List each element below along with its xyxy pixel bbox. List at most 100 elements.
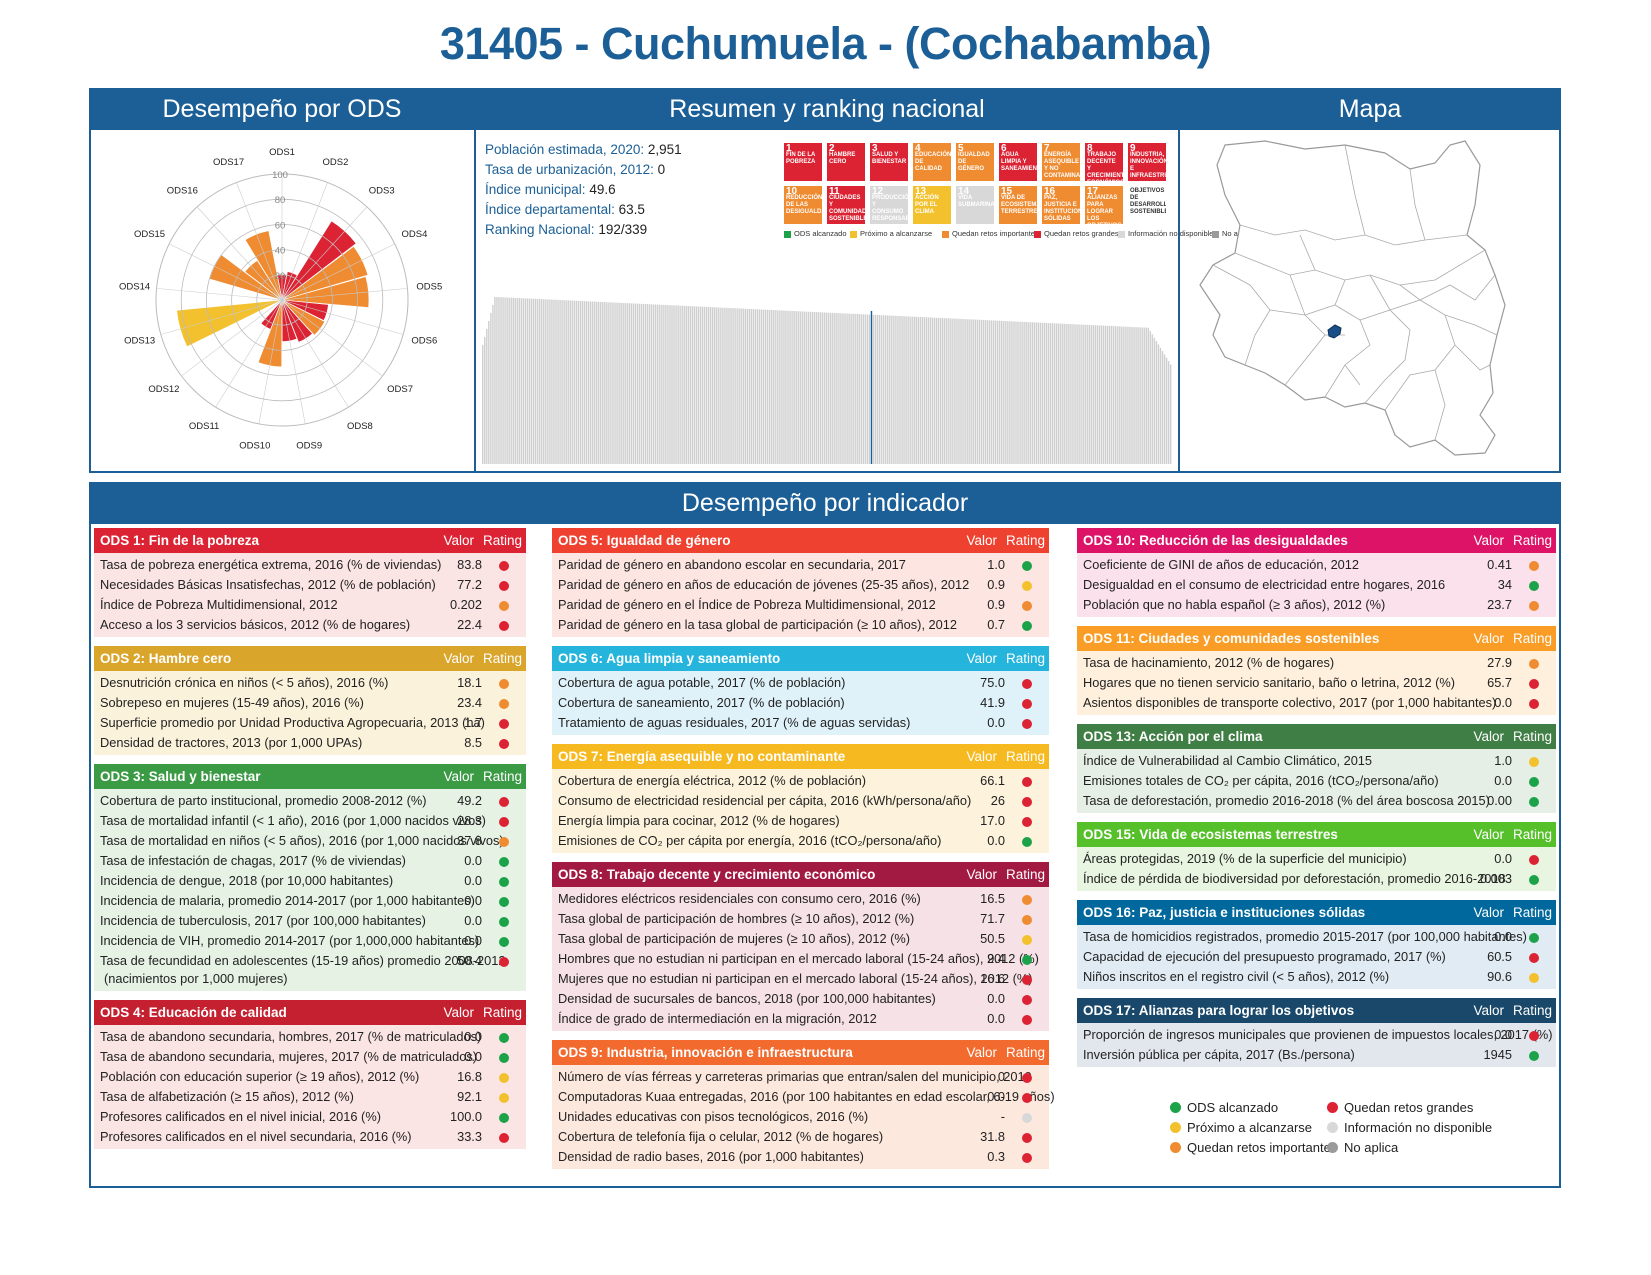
indicator-label: Tasa de homicidios registrados, promedio…	[1083, 929, 1527, 944]
ranking-bar	[557, 299, 559, 464]
ranking-bar	[832, 312, 834, 464]
indicator-value: 8.5	[464, 735, 482, 750]
ranking-bar	[1157, 344, 1160, 464]
indicator-label: Incidencia de tuberculosis, 2017 (por 10…	[100, 913, 426, 928]
ranking-bar	[848, 313, 850, 464]
ranking-bar	[718, 307, 720, 464]
ranking-bar	[758, 309, 761, 464]
ranking-bar	[1021, 321, 1023, 464]
ranking-bar	[919, 316, 922, 464]
indicator-value: 1.0	[987, 557, 1005, 572]
orange-dot-icon	[499, 679, 509, 689]
indicator-value: 33.3	[457, 1129, 482, 1144]
legend-item: Información no disponible	[1327, 1120, 1492, 1135]
indicator-label: Densidad de sucursales de bancos, 2018 (…	[558, 991, 936, 1006]
ods-polar-chart: 20 40 60 80 100 ODS1 ODS2 ODS3 ODS4 ODS5 ODS6 ODS7 O…	[119, 147, 442, 451]
table-row: Tasa de fecundidad en adolescentes (15-1…	[94, 951, 526, 989]
ranking-bar	[917, 316, 919, 464]
grid-spoke	[281, 182, 328, 301]
table-row: Desnutrición crónica en niños (< 5 años)…	[94, 673, 526, 693]
ranking-bar	[887, 315, 889, 464]
ranking-bar	[665, 304, 667, 464]
indicator-label: Paridad de género en el Índice de Pobrez…	[558, 597, 936, 612]
table-row: Tasa global de participación de hombres …	[552, 909, 1049, 929]
green-dot-icon	[1022, 561, 1032, 571]
ranking-bar	[508, 297, 510, 464]
ranking-bar	[935, 317, 938, 464]
red-dot-icon	[499, 817, 509, 827]
indicator-table: ODS 7: Energía asequible y no contaminan…	[552, 744, 1049, 853]
table-row: Tasa de mortalidad en niños (< 5 años), …	[94, 831, 526, 851]
ranking-bar	[819, 312, 822, 464]
ranking-bar	[771, 309, 773, 464]
table-row: Índice de Pobreza Multidimensional, 2012…	[94, 595, 526, 615]
sdg-icon-4: 4 EDUCACIÓN DE CALIDAD	[913, 143, 951, 181]
table-row: Tasa de abandono secundaria, mujeres, 20…	[94, 1047, 526, 1067]
departmental-index-value: 63.5	[618, 202, 645, 217]
table-row: Cobertura de agua potable, 2017 (% de po…	[552, 673, 1049, 693]
col-rating: Rating	[1005, 533, 1045, 548]
ranking-bar	[506, 297, 508, 464]
category-label: ODS1	[269, 147, 295, 158]
indicator-label: Cobertura de agua potable, 2017 (% de po…	[558, 675, 846, 690]
ranking-bar	[866, 314, 869, 464]
table-title: ODS 2: Hambre cero	[100, 651, 232, 666]
table-header: ODS 6: Agua limpia y saneamiento Valor Rat…	[552, 646, 1049, 671]
indicator-label: Paridad de género en la tasa global de p…	[558, 617, 958, 632]
indicator-value: 0.202	[449, 597, 482, 612]
ranking-bar	[1161, 351, 1164, 464]
ranking-bar	[982, 319, 985, 464]
ranking-bar	[929, 317, 932, 464]
indicator-value: 0.0	[1494, 773, 1512, 788]
table-header: ODS 17: Alianzas para lograr los objetiv…	[1077, 998, 1556, 1023]
sdg-icon-14: 14 VIDA SUBMARINA	[956, 186, 994, 224]
table-row: Paridad de género en el Índice de Pobrez…	[552, 595, 1049, 615]
green-dot-icon	[499, 897, 509, 907]
ranking-bar	[754, 309, 757, 464]
ranking-bar	[1108, 325, 1111, 464]
ranking-bar	[925, 317, 928, 464]
indicator-value: 0.0	[1494, 695, 1512, 710]
ranking-bar	[701, 306, 704, 464]
yellow-dot-icon	[1529, 973, 1539, 983]
green-dot-icon	[1022, 837, 1032, 847]
indicator-value: 27.9	[1487, 655, 1512, 670]
ranking-bar	[797, 311, 799, 464]
table-row: Superficie promedio por Unidad Productiv…	[94, 713, 526, 733]
ranking-chart	[482, 296, 1172, 464]
table-row: Paridad de género en abandono escolar en…	[552, 555, 1049, 575]
ranking-bar	[760, 309, 763, 464]
ranking-bar	[1035, 322, 1038, 464]
ranking-bar	[805, 311, 808, 464]
ranking-bar	[1151, 334, 1154, 464]
ranking-bar	[821, 312, 824, 464]
ranking-bar	[616, 302, 618, 464]
ranking-bar	[942, 318, 944, 464]
ranking-bar	[644, 304, 647, 464]
ranking-bar	[600, 301, 602, 464]
ranking-bar	[789, 310, 791, 464]
ranking-bar	[1031, 322, 1033, 464]
red-dot-icon	[1022, 1093, 1032, 1103]
indicator-label: Densidad de radio bases, 2016 (por 1,000…	[558, 1149, 864, 1164]
indicator-value: 50.5	[980, 931, 1005, 946]
indicator-label: Coeficiente de GINI de años de educación…	[1083, 557, 1360, 572]
indicator-label: Tasa de abandono secundaria, mujeres, 20…	[100, 1049, 478, 1064]
ranking-bar	[893, 315, 895, 464]
ranking-bar	[1127, 326, 1129, 464]
ranking-bar	[988, 320, 991, 464]
ranking-bar	[679, 305, 681, 464]
red-dot-icon	[499, 621, 509, 631]
category-label: ODS5	[416, 281, 442, 292]
col-rating: Rating	[1005, 867, 1045, 882]
ranking-bar	[937, 317, 940, 464]
ranking-bar	[1062, 323, 1064, 464]
ranking-bar	[693, 306, 696, 464]
table-row: Coeficiente de GINI de años de educación…	[1077, 555, 1556, 575]
table-row: Densidad de tractores, 2013 (por 1,000 U…	[94, 733, 526, 753]
ranking-bar	[1165, 357, 1168, 464]
table-header: ODS 16: Paz, justicia e instituciones só…	[1077, 900, 1556, 925]
ranking-bar	[543, 299, 545, 464]
ranking-bar	[1003, 320, 1005, 464]
